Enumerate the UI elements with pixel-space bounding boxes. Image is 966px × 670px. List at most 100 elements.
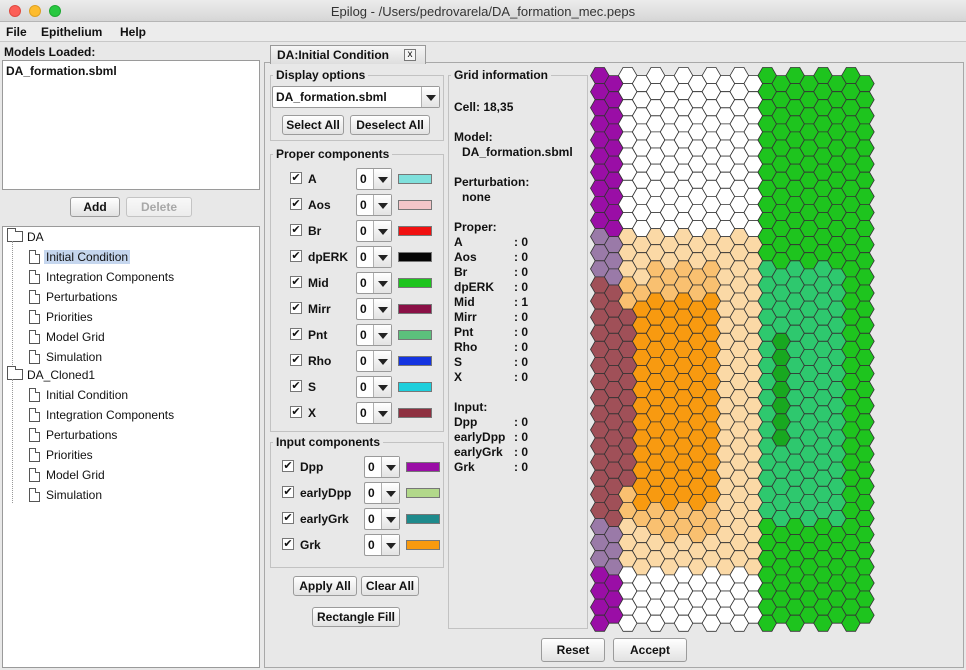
- component-value-select[interactable]: 0: [356, 246, 392, 268]
- hex-cell[interactable]: [855, 139, 875, 157]
- chevron-down-icon[interactable]: [373, 221, 391, 241]
- hex-cell[interactable]: [855, 332, 875, 350]
- component-value-select[interactable]: 0: [356, 168, 392, 190]
- component-checkbox[interactable]: ✔: [290, 250, 302, 262]
- component-value-select[interactable]: 0: [356, 350, 392, 372]
- component-checkbox[interactable]: ✔: [290, 380, 302, 392]
- chevron-down-icon[interactable]: [381, 535, 399, 555]
- component-value-select[interactable]: 0: [356, 272, 392, 294]
- tree-item[interactable]: Simulation: [5, 486, 255, 504]
- tree-item[interactable]: Priorities: [5, 308, 255, 326]
- tree-item[interactable]: Perturbations: [5, 288, 255, 306]
- component-color-swatch[interactable]: [398, 174, 432, 184]
- component-color-swatch[interactable]: [398, 382, 432, 392]
- hex-cell[interactable]: [855, 348, 875, 366]
- component-value-select[interactable]: 0: [356, 324, 392, 346]
- hex-cell[interactable]: [855, 284, 875, 302]
- hex-cell[interactable]: [855, 220, 875, 238]
- hex-cell[interactable]: [855, 381, 875, 399]
- hex-cell[interactable]: [855, 171, 875, 189]
- tree-item[interactable]: Priorities: [5, 446, 255, 464]
- hex-cell[interactable]: [855, 445, 875, 463]
- model-item[interactable]: DA_formation.sbml: [6, 64, 117, 78]
- chevron-down-icon[interactable]: [381, 509, 399, 529]
- hex-cell[interactable]: [855, 155, 875, 173]
- component-checkbox[interactable]: ✔: [282, 538, 294, 550]
- component-color-swatch[interactable]: [398, 226, 432, 236]
- hex-cell[interactable]: [855, 477, 875, 495]
- component-checkbox[interactable]: ✔: [290, 406, 302, 418]
- delete-button[interactable]: Delete: [126, 197, 192, 217]
- clear-all-button[interactable]: Clear All: [361, 576, 419, 596]
- menu-epithelium[interactable]: Epithelium: [41, 25, 103, 39]
- deselect-all-button[interactable]: Deselect All: [350, 115, 430, 135]
- hex-cell[interactable]: [855, 397, 875, 415]
- component-checkbox[interactable]: ✔: [290, 302, 302, 314]
- tree-folder-0[interactable]: DA: [5, 228, 255, 246]
- hex-cell[interactable]: [855, 203, 875, 221]
- minimize-window-button[interactable]: [29, 5, 41, 17]
- rectangle-fill-button[interactable]: Rectangle Fill: [312, 607, 400, 627]
- component-checkbox[interactable]: ✔: [282, 460, 294, 472]
- tree-item[interactable]: Perturbations: [5, 426, 255, 444]
- hex-cell[interactable]: [855, 268, 875, 286]
- chevron-down-icon[interactable]: [373, 403, 391, 423]
- tree-item[interactable]: Initial Condition: [5, 386, 255, 404]
- component-color-swatch[interactable]: [398, 200, 432, 210]
- hex-cell[interactable]: [855, 590, 875, 608]
- tree-item[interactable]: Integration Components: [5, 268, 255, 286]
- hex-cell[interactable]: [855, 252, 875, 270]
- hex-cell[interactable]: [855, 75, 875, 93]
- component-checkbox[interactable]: ✔: [282, 512, 294, 524]
- project-tree[interactable]: DA Initial Condition Integration Component…: [2, 226, 260, 668]
- chevron-down-icon[interactable]: [421, 87, 439, 107]
- hex-cell[interactable]: [855, 187, 875, 205]
- model-select[interactable]: DA_formation.sbml: [272, 86, 440, 108]
- component-color-swatch[interactable]: [398, 356, 432, 366]
- hex-cell[interactable]: [855, 316, 875, 334]
- menu-help[interactable]: Help: [120, 25, 147, 39]
- select-all-button[interactable]: Select All: [282, 115, 344, 135]
- hex-cell[interactable]: [855, 606, 875, 624]
- component-color-swatch[interactable]: [398, 408, 432, 418]
- tree-folder-1[interactable]: DA_Cloned1: [5, 366, 255, 384]
- chevron-down-icon[interactable]: [373, 377, 391, 397]
- hex-cell[interactable]: [855, 236, 875, 254]
- tree-item[interactable]: Integration Components: [5, 406, 255, 424]
- hex-cell[interactable]: [855, 526, 875, 544]
- component-value-select[interactable]: 0: [356, 298, 392, 320]
- component-color-swatch[interactable]: [406, 462, 440, 472]
- component-value-select[interactable]: 0: [356, 194, 392, 216]
- hex-cell[interactable]: [855, 574, 875, 592]
- component-color-swatch[interactable]: [406, 540, 440, 550]
- hex-cell[interactable]: [855, 510, 875, 528]
- hex-cell[interactable]: [855, 91, 875, 109]
- accept-button[interactable]: Accept: [613, 638, 687, 662]
- chevron-down-icon[interactable]: [373, 273, 391, 293]
- tree-item[interactable]: Simulation: [5, 348, 255, 366]
- hex-cell[interactable]: [855, 542, 875, 560]
- tab-close-icon[interactable]: x: [404, 49, 416, 61]
- hex-cell[interactable]: [855, 413, 875, 431]
- chevron-down-icon[interactable]: [373, 195, 391, 215]
- hex-cell[interactable]: [855, 429, 875, 447]
- hex-cell[interactable]: [855, 300, 875, 318]
- component-value-select[interactable]: 0: [356, 220, 392, 242]
- hex-cell[interactable]: [855, 107, 875, 125]
- component-color-swatch[interactable]: [398, 330, 432, 340]
- chevron-down-icon[interactable]: [373, 169, 391, 189]
- tree-item[interactable]: Model Grid: [5, 328, 255, 346]
- tree-item[interactable]: Initial Condition: [5, 248, 255, 266]
- chevron-down-icon[interactable]: [381, 483, 399, 503]
- component-value-select[interactable]: 0: [364, 508, 400, 530]
- hex-cell[interactable]: [855, 461, 875, 479]
- component-color-swatch[interactable]: [406, 488, 440, 498]
- component-checkbox[interactable]: ✔: [290, 276, 302, 288]
- chevron-down-icon[interactable]: [373, 351, 391, 371]
- chevron-down-icon[interactable]: [373, 299, 391, 319]
- menu-file[interactable]: File: [6, 25, 27, 39]
- component-value-select[interactable]: 0: [356, 376, 392, 398]
- chevron-down-icon[interactable]: [373, 247, 391, 267]
- close-window-button[interactable]: [9, 5, 21, 17]
- component-checkbox[interactable]: ✔: [282, 486, 294, 498]
